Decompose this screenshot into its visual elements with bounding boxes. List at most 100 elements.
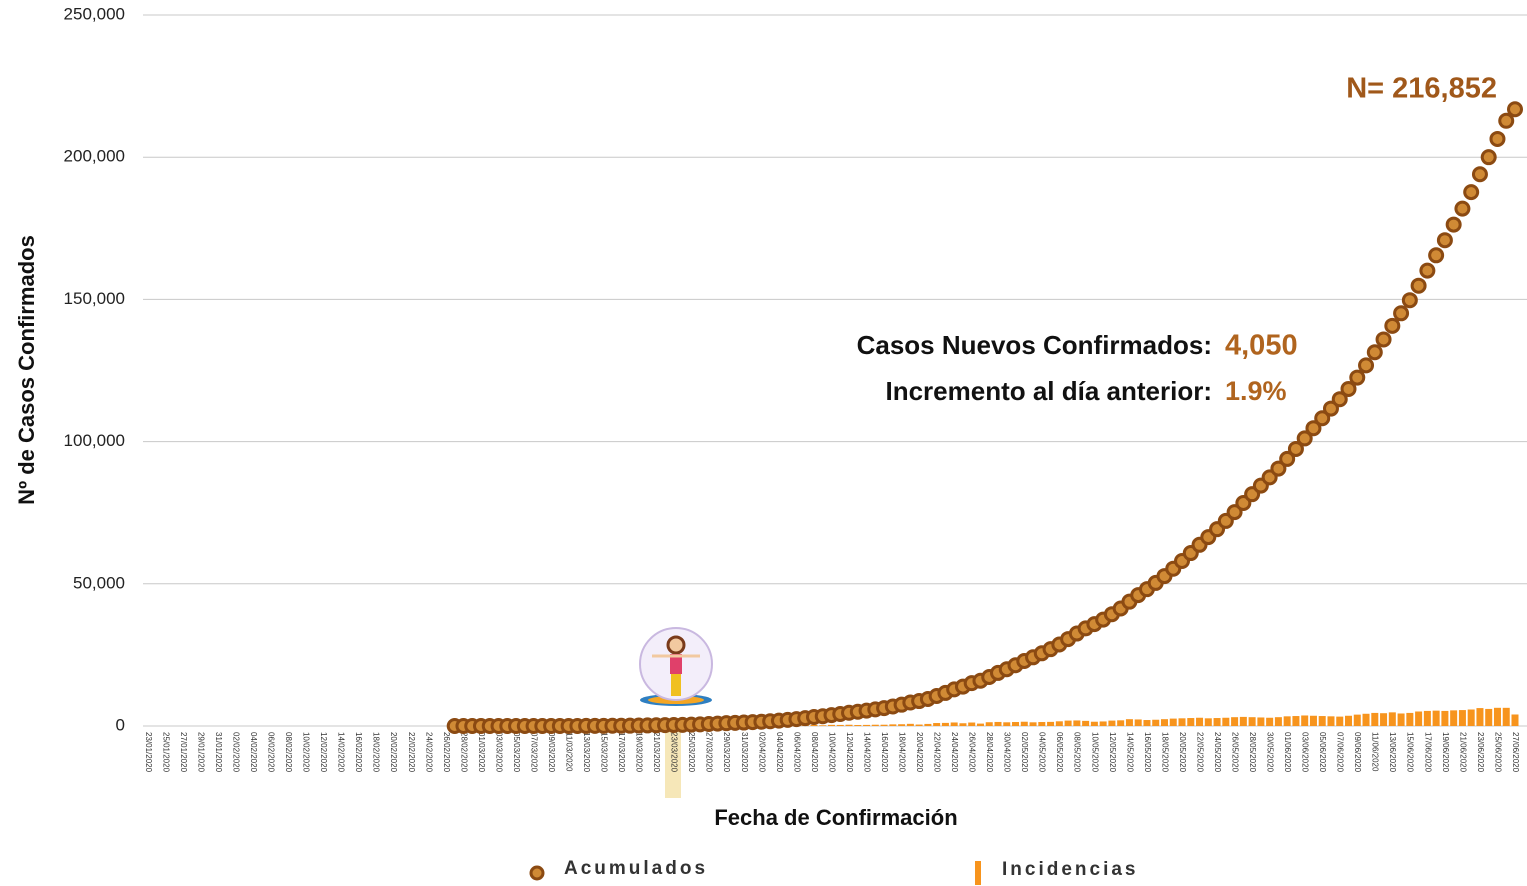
point xyxy=(1401,292,1418,309)
x-tick-label: 10/04/2020 xyxy=(827,732,836,773)
bar xyxy=(906,723,914,726)
total-annotation: N= 216,852 xyxy=(1346,73,1497,105)
bar xyxy=(950,722,958,726)
bar xyxy=(836,724,844,726)
bar xyxy=(1178,718,1186,726)
bar xyxy=(1108,720,1116,726)
x-tick-label: 18/04/2020 xyxy=(897,732,906,773)
x-tick-label: 31/01/2020 xyxy=(214,732,223,773)
bar xyxy=(985,722,993,726)
x-tick-label: 21/03/2020 xyxy=(652,732,661,773)
bar xyxy=(854,724,862,726)
x-tick-label: 22/05/2020 xyxy=(1195,732,1204,773)
x-tick-label: 27/03/2020 xyxy=(705,732,714,773)
x-tick-label: 25/01/2020 xyxy=(161,732,170,773)
y-tick-label: 50,000 xyxy=(73,573,125,592)
point xyxy=(1340,380,1357,397)
x-tick-label: 28/04/2020 xyxy=(985,732,994,773)
point xyxy=(1454,200,1471,217)
x-tick-label: 06/02/2020 xyxy=(267,732,276,773)
bar xyxy=(1117,720,1125,726)
bar xyxy=(1038,722,1046,726)
x-tick-label: 23/01/2020 xyxy=(144,732,153,773)
x-tick-label: 26/04/2020 xyxy=(968,732,977,773)
point xyxy=(1279,450,1296,467)
x-tick-label: 13/06/2020 xyxy=(1388,732,1397,773)
x-tick-label: 24/05/2020 xyxy=(1213,732,1222,773)
x-tick-label: 18/05/2020 xyxy=(1160,732,1169,773)
bar xyxy=(1353,714,1361,726)
bar xyxy=(1502,707,1510,726)
y-tick-label: 0 xyxy=(116,715,125,734)
x-tick-label: 16/05/2020 xyxy=(1143,732,1152,773)
bar xyxy=(1441,710,1449,726)
x-tick-label: 27/06/2020 xyxy=(1511,732,1520,773)
x-tick-label: 30/04/2020 xyxy=(1003,732,1012,773)
bar xyxy=(1274,717,1282,726)
x-tick-label: 03/06/2020 xyxy=(1301,732,1310,773)
bar xyxy=(1380,713,1388,726)
bar xyxy=(880,724,888,726)
point xyxy=(1226,504,1243,521)
bar xyxy=(959,723,967,726)
x-tick-label: 14/04/2020 xyxy=(862,732,871,773)
x-tick-label: 15/03/2020 xyxy=(600,732,609,773)
new-cases-value: 4,050 xyxy=(1225,330,1298,362)
point xyxy=(1366,344,1383,361)
bar xyxy=(1134,719,1142,726)
bar xyxy=(1160,719,1168,726)
x-tick-label: 08/05/2020 xyxy=(1073,732,1082,773)
bar xyxy=(976,723,984,726)
y-tick-label: 100,000 xyxy=(64,431,125,450)
x-tick-label: 03/03/2020 xyxy=(494,732,503,773)
point xyxy=(1393,305,1410,322)
x-tick-label: 19/03/2020 xyxy=(635,732,644,773)
bar xyxy=(1099,721,1107,726)
y-tick-label: 150,000 xyxy=(64,289,125,308)
point xyxy=(1375,331,1392,348)
x-tick-label: 13/03/2020 xyxy=(582,732,591,773)
bar xyxy=(1485,708,1493,726)
bar xyxy=(1458,710,1466,726)
bar xyxy=(1082,720,1090,726)
x-tick-label: 20/05/2020 xyxy=(1178,732,1187,773)
point xyxy=(1322,400,1339,417)
bar xyxy=(1090,721,1098,726)
bar xyxy=(1003,722,1011,726)
x-tick-label: 09/03/2020 xyxy=(547,732,556,773)
x-tick-label: 06/05/2020 xyxy=(1055,732,1064,773)
point xyxy=(1436,232,1453,249)
x-tick-label: 16/04/2020 xyxy=(880,732,889,773)
x-tick-label: 27/01/2020 xyxy=(179,732,188,773)
bar xyxy=(994,721,1002,726)
bar xyxy=(1301,715,1309,726)
bar xyxy=(1511,714,1519,726)
x-tick-label: 08/04/2020 xyxy=(810,732,819,773)
y-tick-label: 200,000 xyxy=(64,147,125,166)
bar xyxy=(1292,716,1300,726)
point xyxy=(1480,149,1497,166)
points xyxy=(446,101,1523,734)
x-tick-label: 21/06/2020 xyxy=(1458,732,1467,773)
point xyxy=(1287,440,1304,457)
x-tick-label: 29/01/2020 xyxy=(196,732,205,773)
date-highlight xyxy=(665,730,681,798)
bar xyxy=(1266,717,1274,726)
bar xyxy=(1152,719,1160,726)
bar xyxy=(1239,716,1247,726)
bar xyxy=(1432,710,1440,726)
bar xyxy=(1257,717,1265,726)
x-tick-label: 26/02/2020 xyxy=(442,732,451,773)
legend-label: Acumulados xyxy=(564,858,708,879)
x-tick-label: 11/03/2020 xyxy=(565,732,574,772)
x-tick-label: 07/03/2020 xyxy=(529,732,538,773)
y-tick-label: 250,000 xyxy=(64,4,125,23)
bar xyxy=(1450,710,1458,726)
x-tick-label: 22/04/2020 xyxy=(933,732,942,773)
x-tick-label: 29/03/2020 xyxy=(722,732,731,773)
bar xyxy=(1345,715,1353,726)
x-tick-label: 19/06/2020 xyxy=(1441,732,1450,773)
x-tick-label: 01/03/2020 xyxy=(477,732,486,773)
x-tick-label: 04/02/2020 xyxy=(249,732,258,773)
bar xyxy=(1283,716,1291,726)
